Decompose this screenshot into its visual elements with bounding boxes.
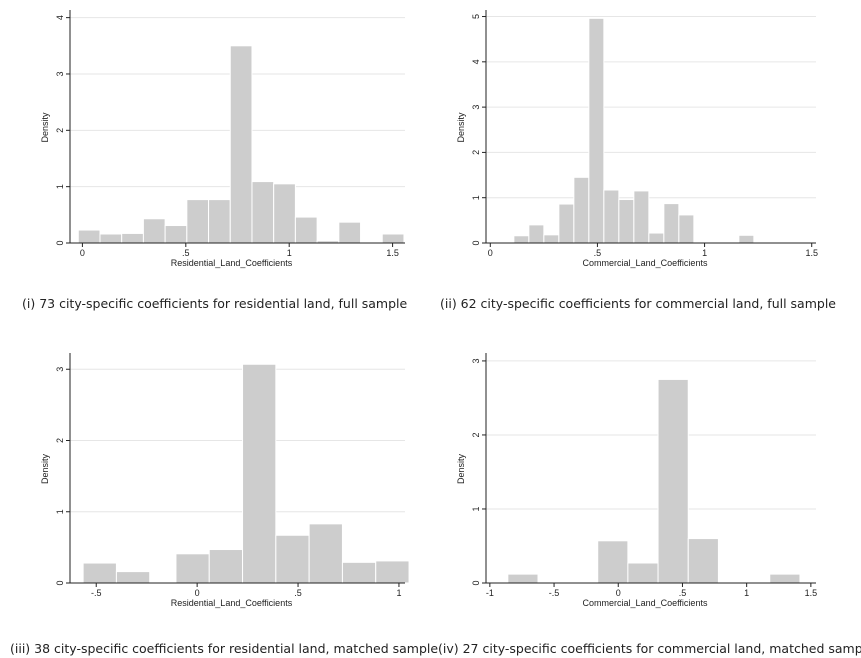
histogram-bar (229, 45, 253, 244)
histogram-bar (275, 534, 310, 584)
histogram-commercial-matched: 0 1 2 3 -1 -.5 0 .5 1 1.5 Commercial_Land_Coeffici… (430, 343, 861, 633)
histogram-bar (627, 562, 659, 584)
y-tick-label: 1 (55, 509, 65, 514)
y-axis-title: Density (456, 453, 466, 484)
x-tick-label: 1 (396, 588, 401, 598)
y-tick-label: 2 (471, 150, 481, 155)
histogram-bar (308, 523, 343, 584)
histogram-bar (77, 229, 101, 244)
histogram-bar (769, 573, 801, 584)
y-axis-title: Density (40, 112, 50, 143)
histogram-bar (186, 199, 210, 244)
histogram-bar (142, 218, 166, 244)
x-tick-label: 0 (616, 588, 621, 598)
y-tick-label: 1 (55, 184, 65, 189)
histogram-residential-full: 0 1 2 3 4 0 .5 1 1.5 Residential_Land_Coefficient… (0, 0, 430, 280)
histogram-bar (648, 232, 665, 244)
histogram-bar (121, 232, 144, 244)
histogram-bar (82, 562, 117, 584)
histogram-bar (294, 216, 318, 244)
x-tick-label: .5 (679, 588, 687, 598)
histogram-bar (251, 181, 275, 244)
histogram-residential-matched: 0 1 2 3 -.5 0 .5 1 Residential_Land_Coefficients… (0, 343, 430, 633)
x-axis-title: Commercial_Land_Coefficients (583, 598, 708, 608)
histogram-commercial-full: 0 1 2 3 4 5 0 .5 1 1.5 Commercial_Land_Coefficient… (430, 0, 861, 280)
x-axis-title: Residential_Land_Coefficients (171, 258, 293, 268)
caption-residential-matched: (iii) 38 city-specific coefficients for … (10, 641, 439, 656)
x-tick-label: -.5 (549, 588, 560, 598)
histogram-bar (738, 234, 755, 244)
histogram-bar (618, 199, 635, 244)
histogram-bar (543, 234, 560, 244)
y-tick-label: 1 (471, 506, 481, 511)
histogram-bar (208, 199, 231, 244)
x-tick-label: 1.5 (805, 588, 818, 598)
x-axis-title: Residential_Land_Coefficients (171, 598, 293, 608)
x-tick-label: -1 (486, 588, 494, 598)
histogram-bar (573, 176, 590, 244)
histogram-bar (507, 573, 539, 584)
caption-commercial-matched: (iv) 27 city-specific coefficients for c… (438, 641, 861, 656)
y-tick-label: 0 (471, 580, 481, 585)
histogram-bar (375, 560, 410, 584)
histogram-bar (99, 233, 123, 244)
y-tick-label: 1 (471, 195, 481, 200)
y-tick-label: 3 (55, 71, 65, 76)
x-tick-label: 0 (195, 588, 200, 598)
y-tick-label: 2 (55, 438, 65, 443)
histogram-bar (273, 183, 296, 244)
chart-svg: 0 1 2 3 4 5 0 .5 1 1.5 Commercial_Land_Coefficient… (456, 10, 818, 268)
y-tick-label: 3 (55, 367, 65, 372)
histogram-bar (597, 540, 629, 584)
chart-svg: 0 1 2 3 4 0 .5 1 1.5 Residential_Land_Coefficient… (40, 10, 405, 268)
histogram-bar (341, 561, 377, 584)
histogram-bar (633, 190, 650, 244)
histogram-bar (678, 214, 695, 244)
x-tick-label: .5 (294, 588, 302, 598)
x-tick-label: .5 (594, 248, 602, 258)
y-tick-label: 2 (471, 432, 481, 437)
histogram-bar (164, 225, 188, 244)
y-tick-label: 0 (55, 240, 65, 245)
y-axis-title: Density (40, 453, 50, 484)
caption-commercial-full: (ii) 62 city-specific coefficients for c… (440, 296, 836, 311)
y-tick-label: 3 (471, 105, 481, 110)
histogram-bar (175, 553, 210, 584)
histogram-bar (657, 378, 689, 584)
y-tick-label: 2 (55, 128, 65, 133)
y-tick-label: 0 (55, 580, 65, 585)
x-tick-label: 1 (744, 588, 749, 598)
x-tick-label: 0 (80, 248, 85, 258)
histogram-bar (663, 203, 680, 244)
histogram-bar (687, 538, 719, 584)
histogram-bar (115, 571, 151, 584)
histogram-bar (208, 549, 244, 584)
histogram-bar (528, 224, 545, 244)
y-tick-label: 0 (471, 240, 481, 245)
y-tick-label: 4 (471, 59, 481, 64)
histogram-bar (603, 189, 620, 244)
x-tick-label: 1.5 (386, 248, 399, 258)
x-axis-title: Commercial_Land_Coefficients (583, 258, 708, 268)
chart-svg: 0 1 2 3 -.5 0 .5 1 Residential_Land_Coefficients… (40, 353, 410, 608)
caption-residential-full: (i) 73 city-specific coefficients for re… (22, 296, 408, 311)
y-tick-label: 4 (55, 15, 65, 20)
y-tick-label: 5 (471, 14, 481, 19)
y-tick-label: 3 (471, 358, 481, 363)
x-tick-label: 1.5 (805, 248, 818, 258)
histogram-bar (381, 233, 405, 244)
x-tick-label: 1 (702, 248, 707, 258)
histogram-bar (242, 363, 277, 584)
histogram-bar (588, 17, 605, 244)
x-tick-label: 1 (287, 248, 292, 258)
x-tick-label: .5 (182, 248, 190, 258)
chart-svg: 0 1 2 3 -1 -.5 0 .5 1 1.5 Commercial_Land_Coeffici… (456, 353, 818, 608)
histogram-bar (338, 221, 362, 244)
histogram-bar (513, 235, 530, 244)
x-tick-label: -.5 (91, 588, 102, 598)
histogram-bar (558, 203, 575, 244)
y-axis-title: Density (456, 112, 466, 143)
x-tick-label: 0 (488, 248, 493, 258)
